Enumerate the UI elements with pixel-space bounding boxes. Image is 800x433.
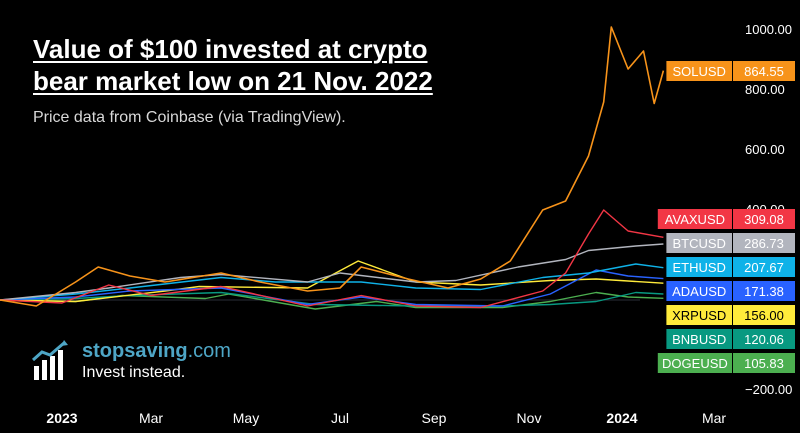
y-tick-label: 600.00 bbox=[745, 142, 785, 157]
series-label-name: ADAUSD bbox=[672, 284, 726, 299]
series-label-name-bg bbox=[666, 61, 732, 81]
series-label-value-bg bbox=[733, 281, 795, 301]
series-label-value: 105.83 bbox=[744, 356, 784, 371]
series-label-value: 286.73 bbox=[744, 236, 784, 251]
series-label-value-bg bbox=[733, 257, 795, 277]
series-line-avaxusd bbox=[0, 209, 664, 309]
series-label-value: 171.38 bbox=[744, 284, 784, 299]
series-label-name: BNBUSD bbox=[672, 332, 726, 347]
series-label-name: DOGEUSD bbox=[662, 356, 728, 371]
series-label-ethusd: ETHUSD 207.67 bbox=[666, 257, 795, 277]
series-label-value-bg bbox=[733, 353, 795, 373]
series-line-btcusd bbox=[0, 243, 664, 301]
x-tick-label: Jul bbox=[331, 410, 349, 426]
series-label-btcusd: BTCUSD 286.73 bbox=[666, 233, 795, 253]
series-label-value-bg bbox=[733, 305, 795, 325]
y-tick-label: −200.00 bbox=[745, 382, 792, 397]
series-label-value: 309.08 bbox=[744, 212, 784, 227]
series-line-xrpusd bbox=[0, 260, 664, 303]
series-label-name-bg bbox=[666, 305, 732, 325]
series-label-name-bg bbox=[666, 281, 732, 301]
series-label-name: BTCUSD bbox=[672, 236, 725, 251]
chart-subtitle: Price data from Coinbase (via TradingVie… bbox=[33, 109, 346, 126]
series-label-solusd: SOLUSD 864.55 bbox=[666, 61, 795, 81]
x-tick-label: Mar bbox=[702, 410, 726, 426]
series-label-name: AVAXUSD bbox=[665, 212, 725, 227]
chart-title-line-2: bear market low on 21 Nov. 2022 bbox=[33, 66, 433, 96]
series-label-name: XRPUSD bbox=[672, 308, 726, 323]
brand-name: stopsaving.com bbox=[82, 340, 231, 363]
series-label-adausd: ADAUSD 171.38 bbox=[666, 281, 795, 301]
series-label-name-bg bbox=[657, 209, 732, 229]
brand-name-bold: stopsaving bbox=[82, 340, 188, 362]
x-tick-label: Nov bbox=[517, 410, 542, 426]
series-label-value: 156.00 bbox=[744, 308, 784, 323]
x-tick-label: May bbox=[233, 410, 259, 426]
series-label-value: 864.55 bbox=[744, 64, 784, 79]
series-label-bnbusd: BNBUSD 120.06 bbox=[666, 329, 795, 349]
series-label-value-bg bbox=[733, 61, 795, 81]
series-label-name-bg bbox=[666, 257, 732, 277]
x-tick-label: 2023 bbox=[46, 410, 77, 426]
x-tick-label: Sep bbox=[422, 410, 447, 426]
series-label-name-bg bbox=[666, 233, 732, 253]
series-label-dogeusd: DOGEUSD 105.83 bbox=[657, 353, 795, 373]
series-label-value: 207.67 bbox=[744, 260, 784, 275]
series-line-solusd bbox=[0, 26, 665, 307]
brand-name-suffix: .com bbox=[187, 340, 231, 362]
bar-chart-logo-icon bbox=[32, 340, 68, 380]
series-label-avaxusd: AVAXUSD 309.08 bbox=[657, 209, 795, 229]
series-label-name-bg bbox=[666, 329, 732, 349]
series-line-ethusd bbox=[0, 263, 664, 301]
series-label-value-bg bbox=[733, 209, 795, 229]
brand-logo: stopsaving.com Invest instead. bbox=[30, 338, 260, 386]
series-label-value-bg bbox=[733, 329, 795, 349]
chart-title: Value of $100 invested at crypto bear ma… bbox=[33, 33, 433, 97]
series-label-name-bg bbox=[657, 353, 732, 373]
series-label-value-bg bbox=[733, 233, 795, 253]
y-tick-label: 1000.00 bbox=[745, 22, 792, 37]
series-label-xrpusd: XRPUSD 156.00 bbox=[666, 305, 795, 325]
x-tick-label: 2024 bbox=[606, 410, 637, 426]
x-tick-label: Mar bbox=[139, 410, 163, 426]
brand-tagline: Invest instead. bbox=[82, 364, 186, 381]
series-label-name: SOLUSD bbox=[672, 64, 725, 79]
series-label-value: 120.06 bbox=[744, 332, 784, 347]
series-label-name: ETHUSD bbox=[672, 260, 725, 275]
y-tick-label: 800.00 bbox=[745, 82, 785, 97]
chart-title-line-1: Value of $100 invested at crypto bbox=[33, 34, 428, 64]
